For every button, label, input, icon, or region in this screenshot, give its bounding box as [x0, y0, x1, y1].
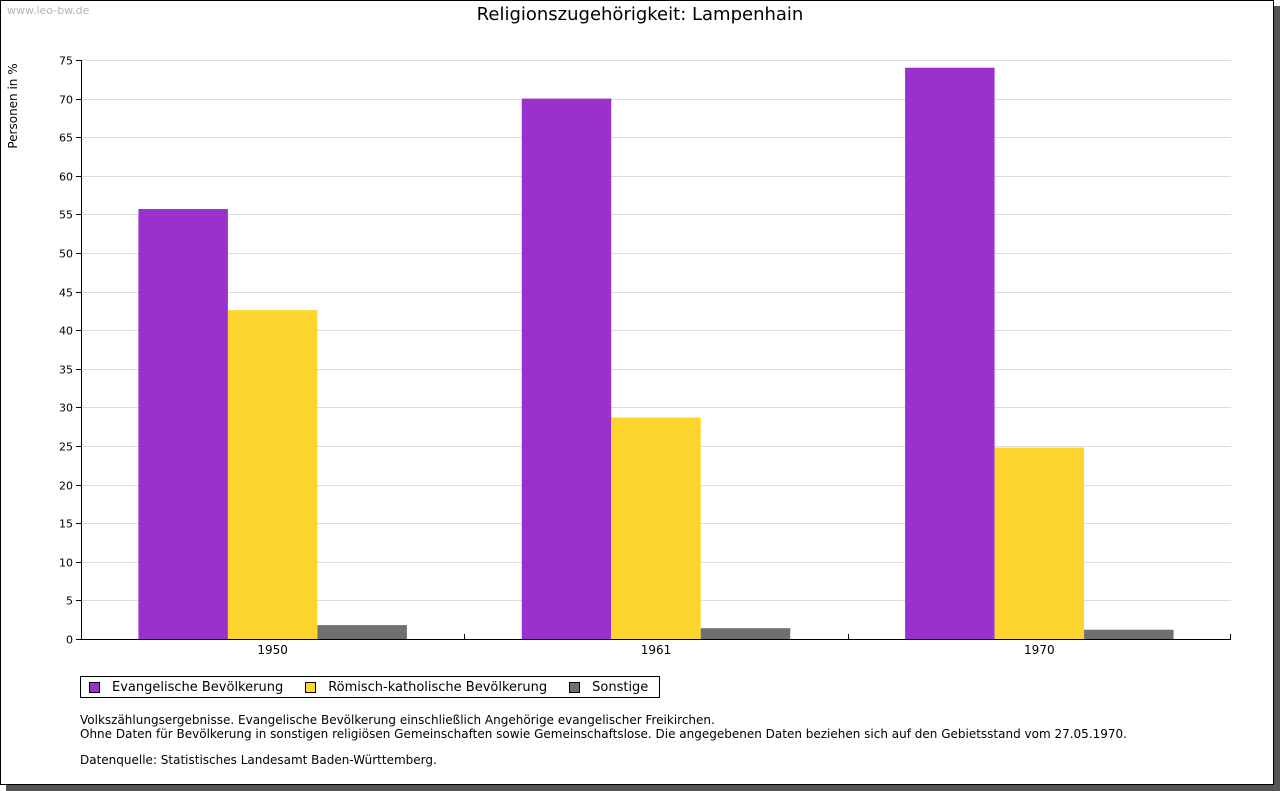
legend-item-evangelisch: Evangelische Bevölkerung	[89, 680, 283, 695]
x-tick-label: 1950	[257, 643, 288, 657]
axes	[76, 60, 1231, 640]
y-tick-label: 40	[59, 325, 73, 338]
y-tick-label: 25	[59, 441, 73, 454]
bar-1970-3	[1084, 629, 1174, 639]
y-tick-label: 45	[59, 287, 73, 300]
legend-swatch-sonstige	[569, 681, 581, 693]
y-tick-label: 30	[59, 402, 73, 415]
legend-label-sonstige: Sonstige	[592, 679, 649, 695]
legend-label-katholisch: Römisch-katholische Bevölkerung	[328, 679, 548, 695]
y-tick-label: 20	[59, 480, 73, 493]
frame-shadow-right	[1274, 6, 1280, 791]
y-tick-label: 5	[66, 595, 73, 608]
note-line-2: Ohne Daten für Bevölkerung in sonstigen …	[80, 727, 1127, 741]
watermark: www.leo-bw.de	[7, 4, 90, 17]
y-tick-label: 15	[59, 518, 73, 531]
bar-1961-3	[700, 628, 791, 639]
tick-labels: 0 5 10 15 20 25 30 35 40 45 50 55 60 65 70 75 1950 1961 19…	[59, 55, 1055, 658]
y-tick-label: 0	[66, 634, 73, 647]
note-line-1: Volkszählungsergebnisse. Evangelische Be…	[80, 713, 715, 727]
bar-1970-2	[994, 447, 1085, 639]
y-tick-label: 50	[59, 248, 73, 261]
legend-label-evangelisch: Evangelische Bevölkerung	[112, 679, 284, 695]
bar-1961-2	[611, 417, 701, 639]
chart-notes: Volkszählungsergebnisse. Evangelische Be…	[80, 713, 1127, 767]
x-tick-label: 1970	[1024, 643, 1055, 657]
bar-1950-2	[227, 310, 318, 639]
chart-title: Religionszugehörigkeit: Lampenhain	[476, 4, 804, 25]
bars	[138, 67, 1174, 640]
bar-chart: 0 5 10 15 20 25 30 35 40 45 50 55 60 65 70 75 1950 1961 19…	[59, 55, 1231, 658]
y-tick-label: 70	[59, 94, 73, 107]
x-tick-label: 1961	[641, 643, 672, 657]
bar-1970-1	[905, 67, 995, 640]
data-source: Datenquelle: Statistisches Landesamt Bad…	[80, 753, 437, 767]
legend: Evangelische Bevölkerung Römisch-katholi…	[80, 676, 661, 698]
bar-1950-1	[138, 208, 228, 639]
y-tick-label: 35	[59, 364, 73, 377]
y-tick-label: 55	[59, 209, 73, 222]
bar-1961-1	[521, 98, 612, 640]
y-tick-label: 65	[59, 132, 73, 145]
legend-item-katholisch: Römisch-katholische Bevölkerung	[305, 680, 547, 695]
y-tick-label: 75	[59, 55, 73, 68]
y-tick-label: 60	[59, 171, 73, 184]
bar-1950-3	[317, 625, 407, 639]
y-tick-label: 10	[59, 557, 73, 570]
legend-swatch-katholisch	[305, 681, 317, 693]
legend-swatch-evangelisch	[89, 681, 100, 693]
frame-shadow-bottom	[6, 785, 1280, 791]
legend-item-sonstige: Sonstige	[569, 680, 648, 695]
